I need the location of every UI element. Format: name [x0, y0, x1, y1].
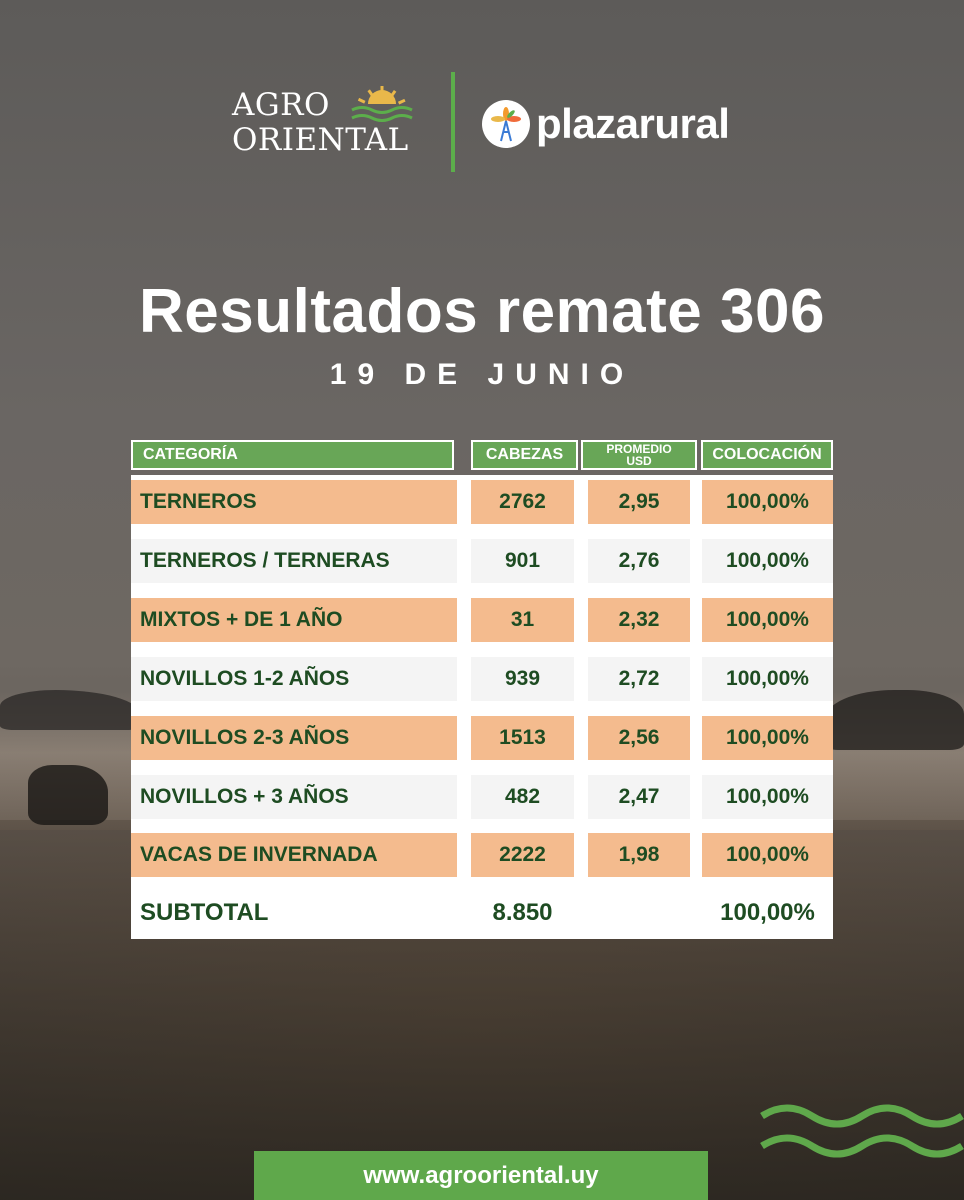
table-row: NOVILLOS + 3 AÑOS 482 2,47 100,00%: [131, 772, 833, 831]
cell-colocacion: 100,00%: [702, 539, 833, 583]
plazarural-wordmark: plazarural: [536, 100, 730, 147]
sun-icon: [351, 86, 413, 122]
table-row: MIXTOS + DE 1 AÑO 31 2,32 100,00%: [131, 595, 833, 654]
cell-promedio: 2,56: [588, 716, 690, 760]
windmill-icon: [482, 100, 530, 148]
cell-promedio: 2,47: [588, 775, 690, 819]
logo-line-1: AGRO: [232, 87, 330, 123]
cell-categoria: TERNEROS: [131, 480, 457, 524]
cell-colocacion: 100,00%: [702, 657, 833, 701]
page-title: Resultados remate 306: [139, 277, 825, 346]
table-row: NOVILLOS 2-3 AÑOS 1513 2,56 100,00%: [131, 713, 833, 772]
table-row: NOVILLOS 1-2 AÑOS 939 2,72 100,00%: [131, 654, 833, 713]
table-row: TERNEROS / TERNERAS 901 2,76 100,00%: [131, 536, 833, 595]
subtotal-label: SUBTOTAL: [140, 899, 269, 926]
cell-colocacion: 100,00%: [702, 833, 833, 877]
header-promedio: PROMEDIO USD: [581, 440, 697, 470]
logo-divider: [451, 72, 455, 172]
agro-oriental-logo: AGRO ORIENTAL: [232, 86, 413, 158]
treeline-right: [824, 690, 964, 750]
cell-promedio: 2,76: [588, 539, 690, 583]
subtotal-cabezas: 8.850: [492, 899, 553, 926]
cell-categoria: NOVILLOS 1-2 AÑOS: [131, 657, 457, 701]
website-link[interactable]: www.agrooriental.uy: [254, 1151, 708, 1200]
header-categoria: CATEGORÍA: [131, 440, 454, 470]
cell-colocacion: 100,00%: [702, 480, 833, 524]
logo-line-2: ORIENTAL: [232, 122, 409, 158]
cell-cabezas: 939: [471, 657, 574, 701]
cell-promedio: 2,32: [588, 598, 690, 642]
subtotal-row: SUBTOTAL 8.850 100,00%: [131, 888, 833, 938]
table-row: TERNEROS 2762 2,95 100,00%: [131, 477, 833, 536]
cell-categoria: NOVILLOS + 3 AÑOS: [131, 775, 457, 819]
header-cabezas: CABEZAS: [471, 440, 578, 470]
cell-cabezas: 31: [471, 598, 574, 642]
cell-promedio: 2,72: [588, 657, 690, 701]
header-promedio-line2: USD: [626, 454, 652, 468]
cell-categoria: TERNEROS / TERNERAS: [131, 539, 457, 583]
cell-colocacion: 100,00%: [702, 775, 833, 819]
cell-cabezas: 901: [471, 539, 574, 583]
cell-categoria: MIXTOS + DE 1 AÑO: [131, 598, 457, 642]
subtotal-colocacion: 100,00%: [720, 899, 815, 926]
cell-colocacion: 100,00%: [702, 716, 833, 760]
plazarural-logo: plazarural: [482, 100, 730, 148]
cell-promedio: 2,95: [588, 480, 690, 524]
cattle-silhouette: [28, 765, 108, 825]
treeline-left: [0, 690, 140, 730]
cell-cabezas: 2222: [471, 833, 574, 877]
cell-cabezas: 2762: [471, 480, 574, 524]
cell-cabezas: 482: [471, 775, 574, 819]
cell-cabezas: 1513: [471, 716, 574, 760]
cell-colocacion: 100,00%: [702, 598, 833, 642]
cell-categoria: VACAS DE INVERNADA: [131, 833, 457, 877]
cell-promedio: 1,98: [588, 833, 690, 877]
date-subtitle: 19 DE JUNIO: [329, 358, 635, 391]
waves-decoration-icon: [760, 1104, 964, 1158]
table-row: VACAS DE INVERNADA 2222 1,98 100,00%: [131, 830, 833, 889]
header-promedio-line1: PROMEDIO: [606, 442, 672, 456]
cell-categoria: NOVILLOS 2-3 AÑOS: [131, 716, 457, 760]
header-colocacion: COLOCACIÓN: [701, 440, 833, 470]
